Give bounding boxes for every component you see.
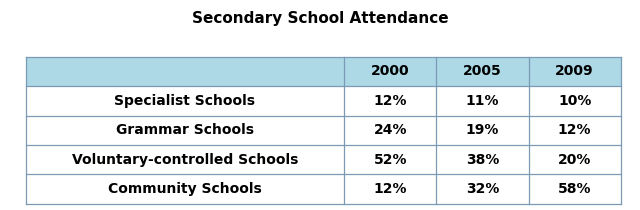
Text: 11%: 11% (466, 94, 499, 108)
Text: Voluntary-controlled Schools: Voluntary-controlled Schools (72, 153, 298, 167)
Text: 2005: 2005 (463, 64, 502, 78)
Text: 19%: 19% (466, 123, 499, 137)
Text: Community Schools: Community Schools (108, 182, 262, 196)
Text: 2000: 2000 (371, 64, 410, 78)
Text: 12%: 12% (373, 94, 407, 108)
Text: 10%: 10% (558, 94, 591, 108)
Text: 38%: 38% (466, 153, 499, 167)
Text: Secondary School Attendance: Secondary School Attendance (192, 10, 448, 25)
Text: Specialist Schools: Specialist Schools (115, 94, 255, 108)
Text: 20%: 20% (558, 153, 591, 167)
Text: 2009: 2009 (556, 64, 594, 78)
Text: 52%: 52% (373, 153, 407, 167)
Text: 12%: 12% (373, 182, 407, 196)
Text: Grammar Schools: Grammar Schools (116, 123, 254, 137)
Text: 12%: 12% (558, 123, 591, 137)
Text: 58%: 58% (558, 182, 591, 196)
Text: 24%: 24% (373, 123, 407, 137)
Text: 32%: 32% (466, 182, 499, 196)
